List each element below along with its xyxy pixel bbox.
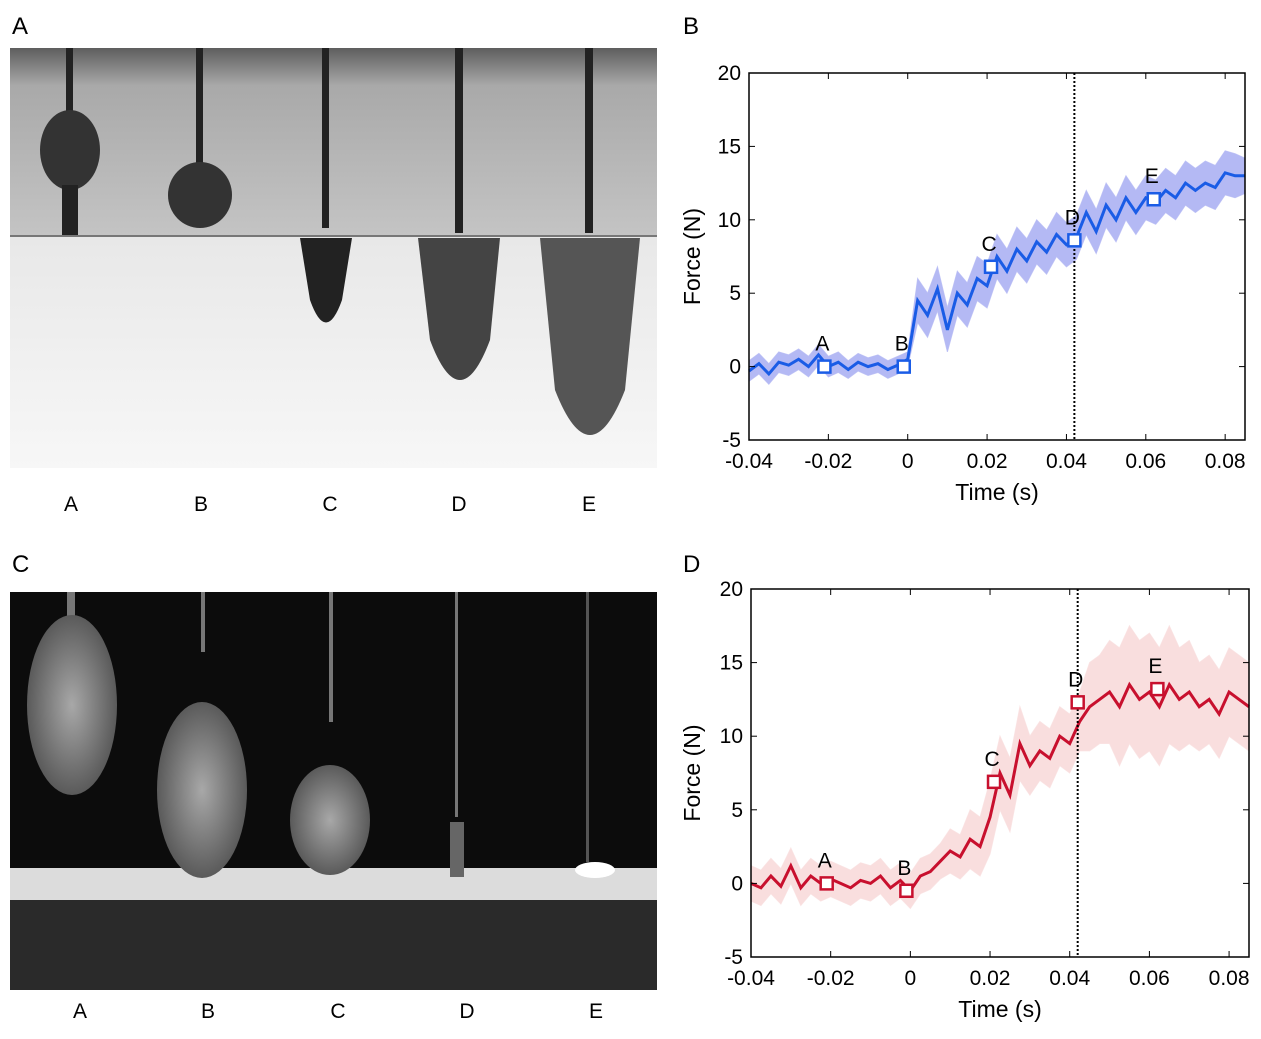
plot-frame <box>750 588 1250 958</box>
photo-caption: C <box>330 1000 345 1023</box>
marker-label: E <box>1145 165 1159 188</box>
marker <box>817 359 832 374</box>
marker-label: A <box>815 333 829 356</box>
marker <box>983 259 999 275</box>
photo-captions: A B C D E A B C D E <box>64 493 603 1023</box>
x-tick-label: 0.06 <box>1129 967 1170 990</box>
y-tick-label: -5 <box>722 429 741 452</box>
photo-strip-bottom <box>10 592 657 990</box>
marker-label: B <box>895 333 909 356</box>
marker <box>1067 233 1082 248</box>
y-tick-label: 15 <box>720 652 743 675</box>
y-tick-label: 15 <box>718 135 741 158</box>
y-tick-label: 20 <box>718 62 741 85</box>
marker <box>1070 695 1085 710</box>
photo-caption: B <box>201 1000 215 1023</box>
panel-label: D <box>683 551 700 578</box>
photo-caption: B <box>194 493 208 516</box>
marker <box>899 883 914 899</box>
marker-label: A <box>818 849 832 872</box>
marker-label: B <box>897 857 911 880</box>
photo-caption: E <box>582 493 596 516</box>
marker-label: C <box>984 748 999 771</box>
x-tick-label: 0.08 <box>1205 450 1246 473</box>
mean-line <box>748 171 1245 377</box>
marker-label: D <box>1065 206 1080 229</box>
chart: A B C D E -0.04 -0.02 0 0.02 0.04 0.06 0.08 -5 0 5 10 15… <box>679 62 1246 505</box>
y-tick-label: 20 <box>720 578 743 601</box>
marker <box>896 359 912 374</box>
x-tick-label: -0.04 <box>727 967 775 990</box>
x-tick-label: -0.04 <box>725 450 773 473</box>
y-tick-label: 5 <box>729 282 741 305</box>
mean-line <box>750 681 1250 894</box>
x-tick-label: -0.02 <box>807 967 855 990</box>
panel-label: C <box>12 551 29 578</box>
x-tick-label: 0.02 <box>970 967 1011 990</box>
photo-caption: D <box>451 493 466 516</box>
x-axis-label: Time (s) <box>958 996 1041 1022</box>
panel-label: B <box>683 13 699 40</box>
marker-label: E <box>1148 655 1162 678</box>
y-tick-label: 10 <box>718 209 741 232</box>
marker-label: C <box>981 233 996 256</box>
x-tick-label: 0 <box>902 450 914 473</box>
photo-caption: A <box>64 493 78 516</box>
marker <box>986 774 1002 790</box>
x-tick-label: 0.04 <box>1046 450 1087 473</box>
y-axis-label: Force (N) <box>679 208 705 305</box>
photo-caption: A <box>73 1000 87 1023</box>
photo-caption: D <box>459 1000 474 1023</box>
y-tick-label: 0 <box>729 356 741 379</box>
photo-caption: E <box>589 1000 603 1023</box>
marker <box>1150 681 1165 697</box>
y-axis-label: Force (N) <box>679 724 705 821</box>
x-tick-label: 0.04 <box>1049 967 1090 990</box>
chart: A B C D E -0.04 -0.02 0 0.02 0.04 0.06 0.08 -5 0 5 10 15… <box>679 578 1250 1022</box>
plot-frame <box>748 72 1246 441</box>
panel-label: A <box>12 13 28 40</box>
photo-strip-top <box>10 48 657 468</box>
marker <box>1146 191 1161 207</box>
x-tick-label: 0 <box>905 967 917 990</box>
y-tick-label: -5 <box>724 946 743 969</box>
y-tick-label: 5 <box>731 799 743 822</box>
marker <box>819 876 834 891</box>
y-tick-label: 10 <box>720 725 743 748</box>
photo-caption: C <box>322 493 337 516</box>
x-axis-label: Time (s) <box>955 479 1038 505</box>
x-tick-label: 0.02 <box>967 450 1008 473</box>
x-tick-label: 0.06 <box>1125 450 1166 473</box>
y-tick-label: 0 <box>731 872 743 895</box>
x-tick-label: 0.08 <box>1209 967 1250 990</box>
x-tick-label: -0.02 <box>804 450 852 473</box>
marker-label: D <box>1068 668 1083 691</box>
